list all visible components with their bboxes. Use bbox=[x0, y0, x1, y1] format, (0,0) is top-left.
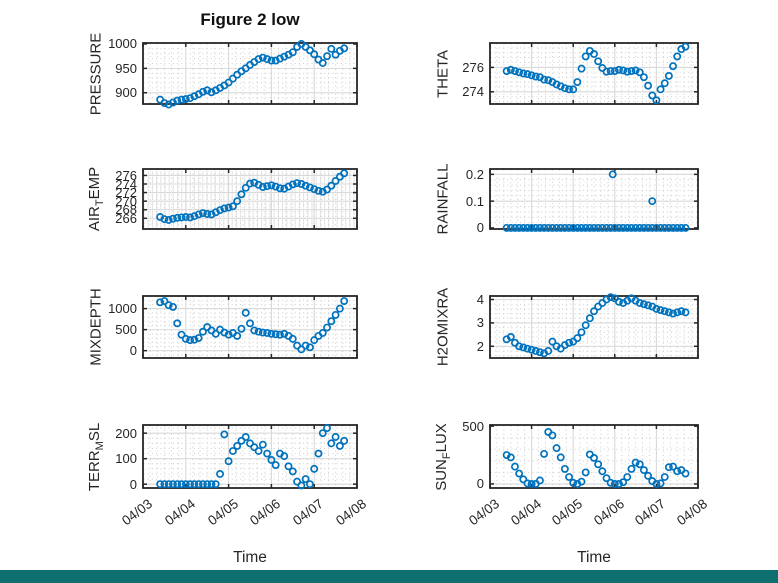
y-axis-label-terr-msl: TERRMSL bbox=[86, 422, 106, 491]
y-tick-label: 100 bbox=[115, 451, 137, 467]
minor-grid bbox=[143, 169, 357, 229]
y-tick-label: 272 bbox=[115, 185, 137, 201]
data-points bbox=[502, 170, 690, 232]
y-tick-label: 4 bbox=[476, 292, 484, 307]
y-tick-label: 266 bbox=[115, 210, 137, 226]
y-tick-label: 0 bbox=[129, 476, 137, 492]
major-grid bbox=[490, 169, 698, 229]
axes-frame bbox=[142, 168, 358, 230]
minor-grid bbox=[490, 296, 698, 358]
figure-title: Figure 2 low bbox=[200, 10, 300, 29]
data-points bbox=[502, 293, 690, 358]
y-tick-label: 200 bbox=[115, 425, 137, 441]
y-tick-label: 900 bbox=[115, 85, 137, 101]
y-tick-label: 0 bbox=[476, 220, 484, 236]
y-tick-label: 276 bbox=[462, 59, 484, 75]
major-grid bbox=[490, 296, 698, 358]
minor-grid bbox=[143, 425, 357, 488]
y-tick-label: 274 bbox=[462, 84, 484, 100]
axes-frame bbox=[489, 168, 699, 230]
minor-grid bbox=[490, 169, 698, 229]
y-axis-label-h2omixra: H2OMIXRA bbox=[434, 287, 452, 367]
axes-frame bbox=[142, 42, 358, 105]
y-tick-label: 500 bbox=[115, 322, 137, 338]
y-axis-label-air-temp: AIRTEMP bbox=[86, 166, 106, 232]
data-points bbox=[156, 297, 349, 354]
data-points bbox=[502, 42, 690, 105]
y-tick-label: 0 bbox=[476, 476, 484, 492]
x-axis-label-left: Time bbox=[233, 549, 267, 566]
minor-grid bbox=[490, 43, 698, 104]
x-tick-label: 04/06 bbox=[247, 496, 284, 529]
plot-area-rainfall bbox=[489, 168, 699, 232]
data-points bbox=[156, 424, 349, 490]
y-axis-label-rainfall: RAINFALL bbox=[434, 163, 452, 235]
major-grid bbox=[143, 169, 357, 229]
plot-area-sun-flux bbox=[489, 424, 699, 489]
x-axis-label-right: Time bbox=[577, 549, 611, 566]
y-tick-label: 3 bbox=[476, 315, 484, 331]
x-tick-label: 04/05 bbox=[204, 496, 241, 529]
y-tick-label: 274 bbox=[115, 176, 137, 192]
major-grid bbox=[143, 43, 357, 104]
y-tick-label: 270 bbox=[115, 193, 137, 209]
y-axis-label-theta: THETA bbox=[434, 49, 452, 98]
y-tick-label: 0.1 bbox=[465, 193, 484, 209]
plot-area-air-temp bbox=[142, 168, 358, 230]
x-tick-label: 04/03 bbox=[466, 496, 503, 529]
plot-area-theta bbox=[489, 42, 699, 105]
major-grid bbox=[143, 425, 357, 488]
y-tick-label: 1000 bbox=[108, 36, 137, 52]
y-tick-label: 2 bbox=[476, 338, 484, 354]
plot-area-pressure bbox=[142, 40, 358, 109]
axes-frame bbox=[489, 424, 699, 489]
data-points bbox=[502, 427, 690, 488]
axes-frame bbox=[489, 42, 699, 105]
x-tick-label: 04/07 bbox=[290, 496, 327, 529]
axes-frame bbox=[142, 424, 358, 489]
x-tick-label: 04/03 bbox=[119, 496, 156, 529]
bottom-bar bbox=[0, 570, 778, 583]
axes-frame bbox=[142, 295, 358, 359]
y-axis-label-mixdepth: MIXDEPTH bbox=[87, 288, 105, 366]
plot-area-h2omixra bbox=[489, 293, 699, 359]
major-grid bbox=[490, 43, 698, 104]
minor-grid bbox=[143, 43, 357, 104]
y-axis-label-pressure: PRESSURE bbox=[87, 32, 105, 115]
y-tick-label: 276 bbox=[115, 167, 137, 183]
y-tick-label: 0 bbox=[129, 343, 137, 359]
x-tick-label: 04/08 bbox=[674, 496, 711, 529]
x-tick-label: 04/04 bbox=[161, 496, 198, 529]
data-points bbox=[156, 40, 349, 109]
minor-grid bbox=[490, 425, 698, 488]
x-tick-label: 04/08 bbox=[333, 496, 370, 529]
y-tick-label: 500 bbox=[462, 418, 484, 434]
x-tick-label: 04/04 bbox=[507, 496, 544, 529]
x-tick-label: 04/06 bbox=[590, 496, 627, 529]
data-points bbox=[156, 169, 349, 224]
y-tick-label: 1000 bbox=[108, 301, 137, 317]
y-tick-label: 0.2 bbox=[465, 166, 484, 182]
y-tick-label: 268 bbox=[115, 202, 137, 218]
x-tick-label: 04/07 bbox=[632, 496, 669, 529]
major-grid bbox=[143, 296, 357, 358]
y-tick-label: 950 bbox=[115, 60, 137, 76]
minor-grid bbox=[143, 296, 357, 358]
plot-area-terr-msl bbox=[142, 424, 358, 490]
axes-frame bbox=[489, 295, 699, 359]
x-tick-label: 04/05 bbox=[549, 496, 586, 529]
y-axis-label-sun-flux: SUNFLUX bbox=[433, 422, 453, 491]
plot-area-mixdepth bbox=[142, 295, 358, 359]
major-grid bbox=[490, 425, 698, 488]
